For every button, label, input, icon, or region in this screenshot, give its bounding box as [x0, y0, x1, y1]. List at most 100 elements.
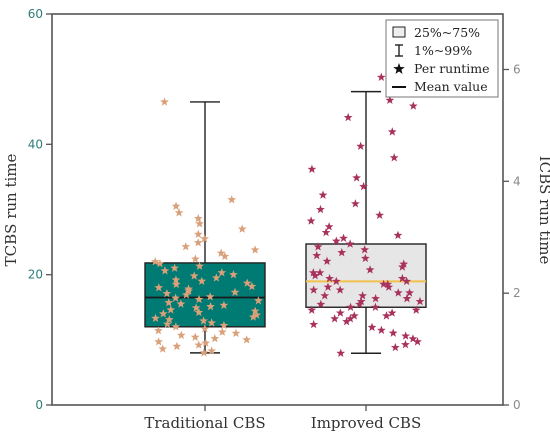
points-improved [306, 72, 425, 357]
data-point-star [197, 276, 207, 285]
legend-label-whisker: 1%~99% [414, 43, 472, 58]
x-axis: Traditional CBS Improved CBS [144, 405, 421, 432]
left-axis-title: TCBS run time [2, 154, 20, 267]
data-point-star [191, 303, 201, 312]
right-tick-label: 2 [513, 286, 521, 300]
data-point-star [408, 101, 418, 110]
data-point-star [217, 268, 227, 277]
data-point-star [316, 299, 326, 309]
right-axis-title: ICBS run time [536, 156, 550, 265]
data-point-star [387, 127, 397, 136]
data-point-star [322, 256, 332, 265]
data-point-star [217, 327, 227, 336]
data-point-star [383, 279, 393, 288]
data-point-star [365, 265, 375, 274]
data-point-star [389, 153, 399, 162]
data-point-star [393, 230, 403, 240]
data-point-star [411, 305, 421, 314]
data-point-star [316, 204, 325, 214]
data-point-star [382, 311, 391, 320]
data-point-star [335, 285, 345, 294]
data-point-star [345, 239, 355, 248]
left-axis: 60 40 20 0 TCBS run time [2, 7, 52, 412]
data-point-star [231, 328, 241, 338]
data-point-star [171, 201, 181, 210]
data-point-star [336, 348, 346, 357]
data-point-star [250, 245, 260, 254]
data-point-star [312, 250, 322, 260]
data-point-star [252, 310, 262, 319]
data-point-star [385, 95, 395, 104]
right-tick-label: 6 [513, 63, 521, 77]
data-point-star [339, 233, 348, 242]
data-point-star [205, 292, 215, 301]
data-point-star [408, 334, 418, 343]
data-point-star [306, 216, 316, 225]
data-point-star [307, 164, 317, 173]
data-point-star [160, 266, 170, 275]
points-traditional [150, 97, 263, 357]
data-point-star [165, 315, 174, 324]
data-point-star [345, 314, 355, 323]
data-point-star [193, 229, 203, 238]
data-point-star [229, 270, 238, 279]
right-tick-label: 4 [513, 174, 521, 188]
data-point-star [359, 181, 368, 191]
data-point-star [402, 294, 412, 303]
data-point-star [200, 234, 209, 243]
right-axis: 6 4 2 0 ICBS run time [503, 63, 550, 412]
data-point-star [346, 302, 355, 311]
data-point-star [309, 319, 319, 329]
data-point-star [349, 311, 359, 320]
data-point-star [237, 224, 247, 233]
legend-box-swatch [392, 26, 406, 38]
data-point-star [242, 335, 252, 344]
data-point-star [325, 273, 334, 283]
data-point-star [390, 342, 400, 352]
data-point-star [190, 332, 200, 341]
data-point-star [351, 199, 360, 208]
data-point-star [176, 330, 186, 339]
data-point-star [399, 259, 409, 268]
data-point-star [330, 314, 340, 323]
data-point-star [155, 258, 165, 268]
box-traditional [144, 97, 266, 357]
data-point-star [401, 340, 410, 349]
plot-frame [51, 13, 504, 406]
data-point-star [242, 278, 252, 287]
legend: 25%~75% 1%~99% Per runtime Mean value [385, 19, 499, 98]
data-point-star [377, 325, 386, 334]
data-point-star [184, 284, 193, 293]
data-point-star [171, 275, 181, 284]
data-point-star [194, 340, 204, 349]
legend-label-mean: Mean value [414, 79, 488, 94]
data-point-star [321, 227, 331, 237]
data-point-star [402, 276, 412, 286]
data-point-star [352, 173, 361, 182]
data-point-star [207, 318, 217, 327]
data-point-star [211, 273, 221, 282]
data-point-star [150, 257, 160, 266]
data-point-star [174, 208, 184, 217]
data-point-star [151, 313, 160, 323]
data-point-star [163, 319, 172, 328]
data-point-star [193, 238, 203, 247]
data-point-star [160, 97, 169, 106]
category-label-traditional: Traditional CBS [144, 414, 265, 432]
data-point-star [194, 307, 204, 317]
data-point-star [393, 288, 403, 297]
data-point-star [189, 271, 199, 280]
data-point-star [356, 296, 366, 306]
data-point-star [154, 326, 163, 335]
data-point-star [216, 248, 226, 257]
data-point-star [331, 236, 341, 245]
right-tick-label: 0 [513, 398, 521, 412]
data-point-star [254, 296, 263, 305]
data-point-star [201, 338, 211, 347]
data-point-star [397, 273, 407, 283]
data-point-star [308, 268, 318, 277]
left-tick-label: 0 [35, 398, 43, 412]
data-point-star [371, 302, 380, 311]
data-point-star [415, 296, 425, 306]
